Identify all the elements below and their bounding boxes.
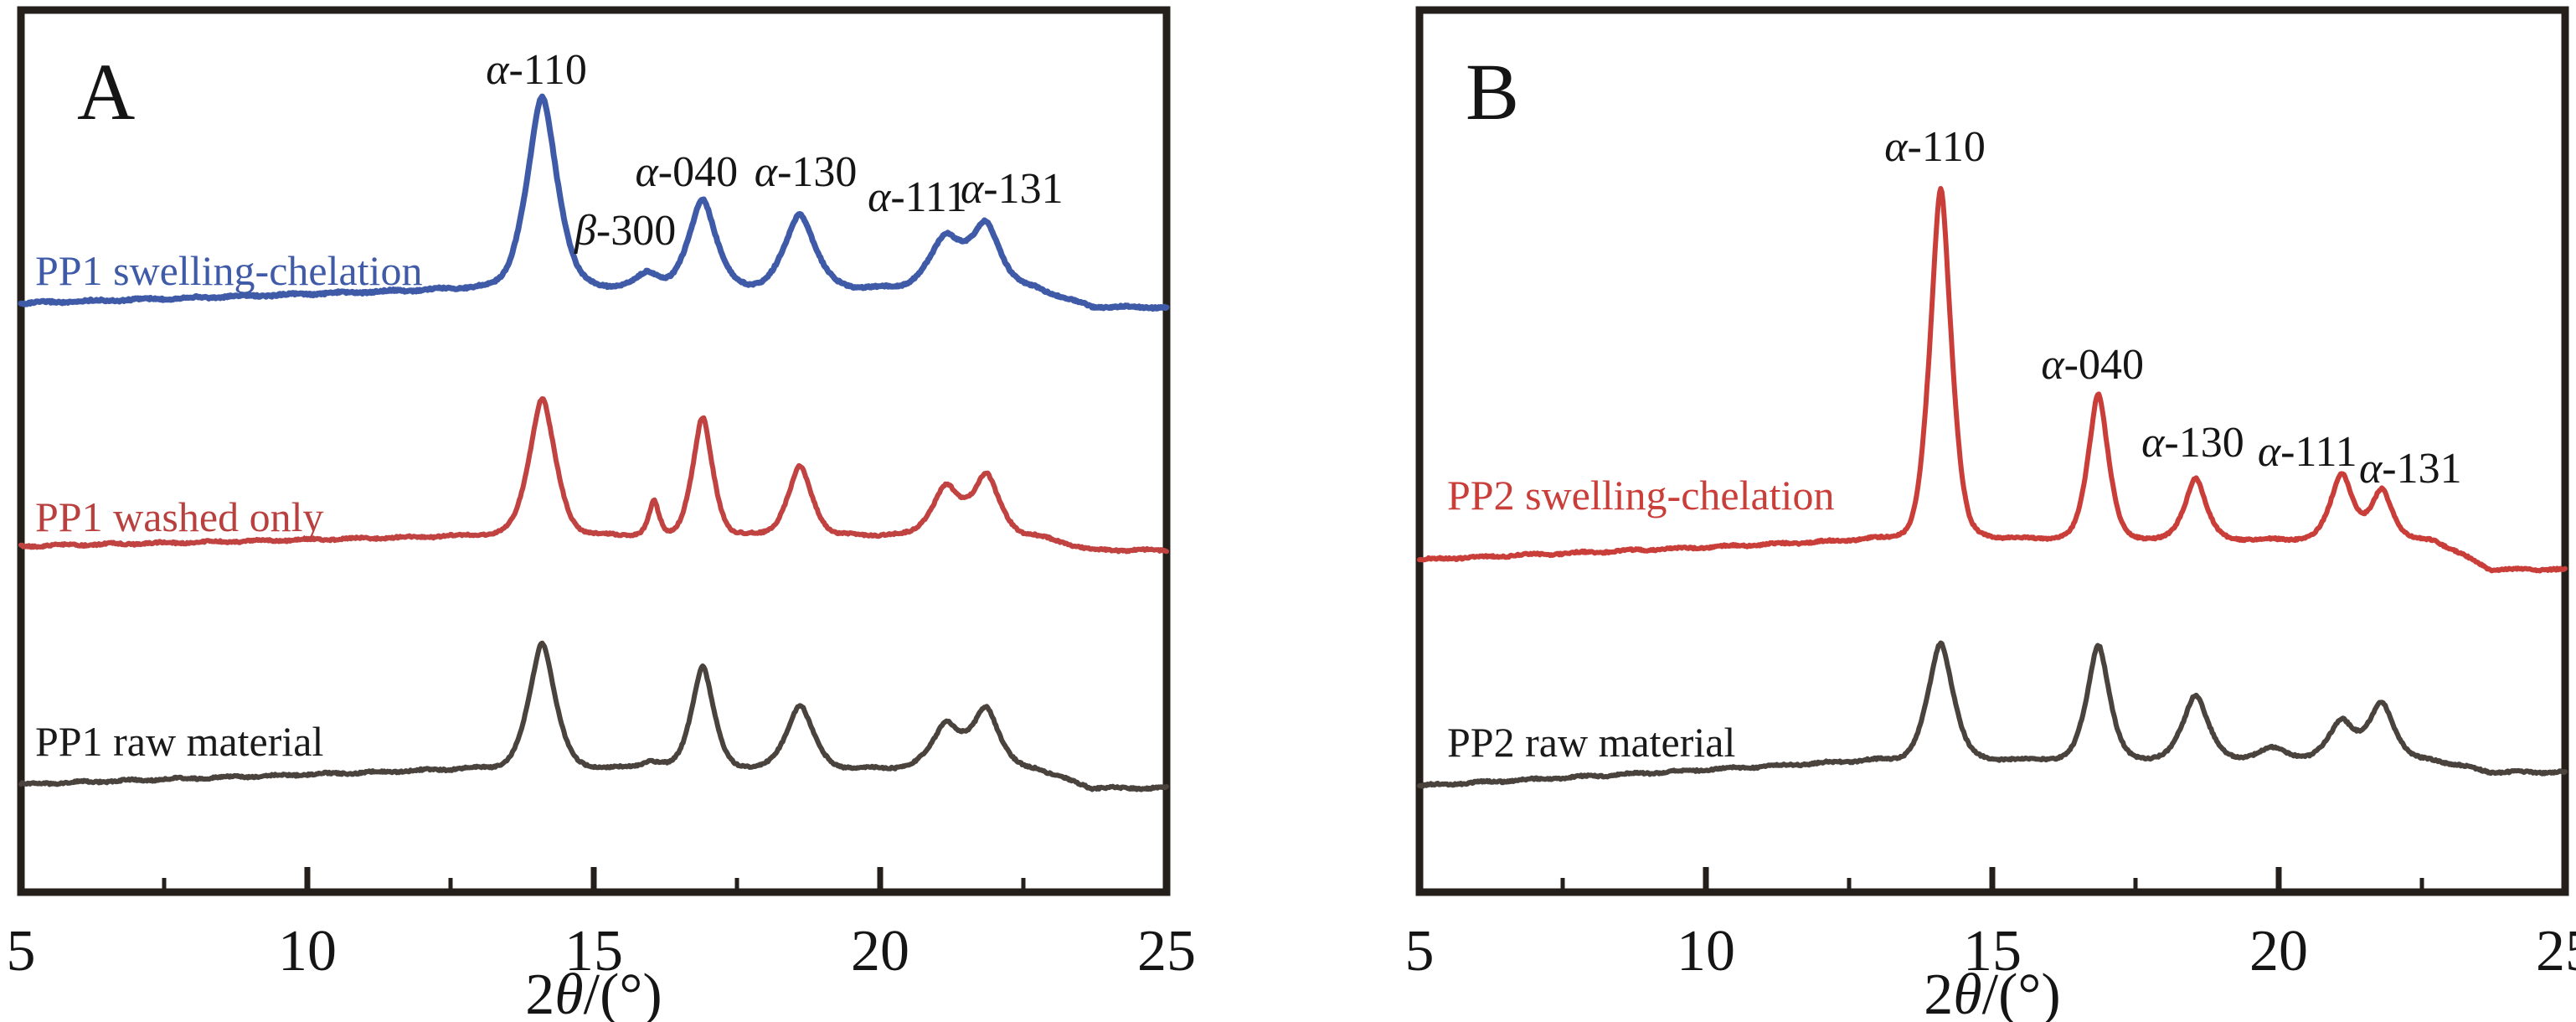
peak-label-130: α-130 xyxy=(2141,419,2244,467)
curve-pp1-raw-material xyxy=(18,640,1169,792)
x-tick-label: 15 xyxy=(1963,919,2022,983)
peak-label-110: α-110 xyxy=(1884,123,1986,171)
xrd-panel-b: 5 10 15 20 25 2θ/(°) B PP2 swelling-chelation PP… xyxy=(1405,6,2576,1022)
peak-label-110: α-110 xyxy=(486,46,587,94)
x-tick-label: 15 xyxy=(564,919,623,983)
xrd-panel-a: 5 10 15 20 25 2θ/(°) A PP1 swelling-chelation PP… xyxy=(7,6,1196,1022)
peak-label-131: α-131 xyxy=(2359,445,2462,493)
x-tick-label: 5 xyxy=(1405,919,1435,983)
panel-letter-a: A xyxy=(77,47,135,137)
series-label-pp2-swelling-chelation: PP2 swelling-chelation xyxy=(1447,472,1834,519)
peak-label-131: α-131 xyxy=(961,165,1064,213)
x-axis-title: 2θ/(°) xyxy=(1924,963,2060,1022)
x-tick-label: 25 xyxy=(2536,919,2576,983)
series-label-pp2-raw-material: PP2 raw material xyxy=(1447,719,1735,766)
peak-label-111: α-111 xyxy=(868,173,967,221)
curve-pp2-swelling-chelation xyxy=(1417,186,2568,574)
curve-pp2-raw-material xyxy=(1417,640,2568,789)
x-tick-label: 10 xyxy=(278,919,337,983)
peak-label-040: α-040 xyxy=(635,148,738,196)
peak-label-111: α-111 xyxy=(2258,428,2357,476)
x-tick-label: 20 xyxy=(851,919,909,983)
peak-label-040: α-040 xyxy=(2041,341,2144,389)
x-tick-label: 20 xyxy=(2249,919,2308,983)
x-tick-label: 25 xyxy=(1137,919,1196,983)
curve-pp1-washed-only xyxy=(18,396,1169,555)
series-label-pp1-washed-only: PP1 washed only xyxy=(35,493,323,540)
peak-label-300: β-300 xyxy=(574,207,676,255)
series-label-pp1-raw-material: PP1 raw material xyxy=(35,718,323,765)
x-axis-title: 2θ/(°) xyxy=(525,963,662,1022)
x-tick-label: 5 xyxy=(7,919,36,983)
x-tick-label: 10 xyxy=(1677,919,1735,983)
series-label-pp1-swelling-chelation: PP1 swelling-chelation xyxy=(35,247,422,294)
panel-letter-b: B xyxy=(1466,47,1519,137)
curve-pp1-swelling-chelation xyxy=(18,93,1170,312)
peak-label-130: α-130 xyxy=(755,148,858,196)
